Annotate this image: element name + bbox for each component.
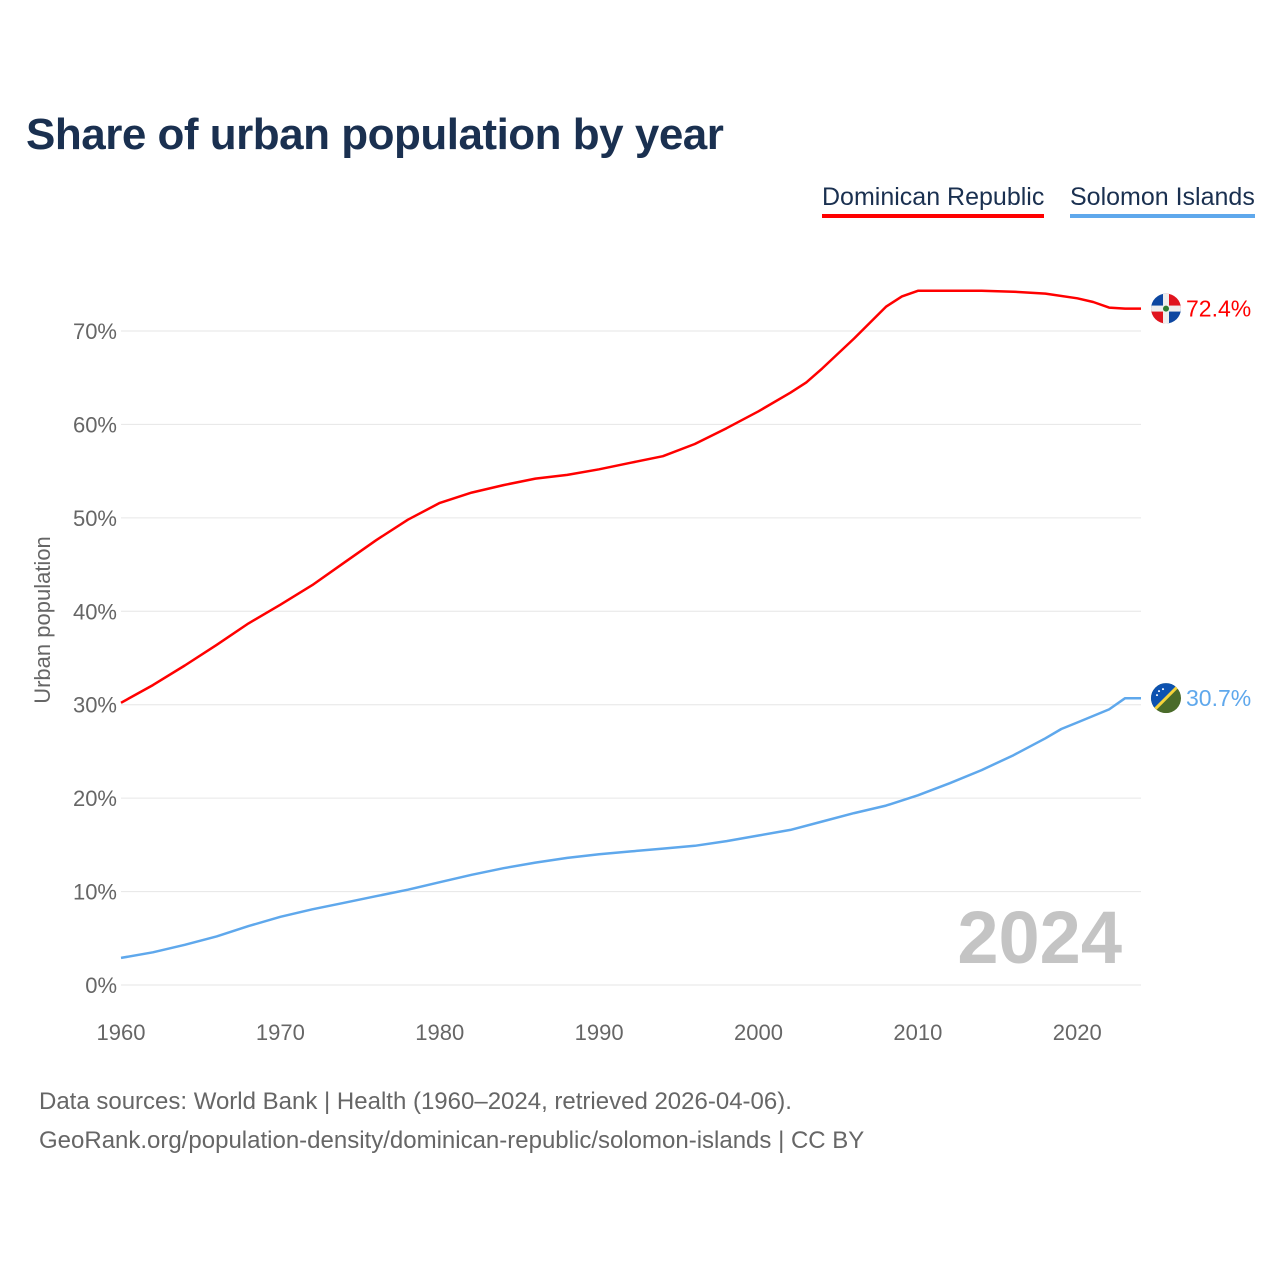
y-tick-label: 10% <box>73 880 117 905</box>
end-value-label: 72.4% <box>1186 296 1251 322</box>
y-tick-label: 30% <box>73 693 117 718</box>
y-tick-label: 50% <box>73 506 117 531</box>
x-tick-label: 1990 <box>575 1020 624 1045</box>
legend-dominican-republic[interactable]: Dominican Republic <box>822 183 1045 218</box>
footer-sources: Data sources: World Bank | Health (1960–… <box>39 1088 792 1115</box>
x-tick-label: 1970 <box>256 1020 305 1045</box>
y-tick-label: 40% <box>73 599 117 624</box>
y-tick-label: 70% <box>73 319 117 344</box>
end-value-label: 30.7% <box>1186 685 1251 711</box>
legend-solomon-islands[interactable]: Solomon Islands <box>1070 183 1255 218</box>
x-tick-label: 2010 <box>893 1020 942 1045</box>
footer-link[interactable]: GeoRank.org/population-density/dominican… <box>39 1127 865 1154</box>
x-tick-label: 2000 <box>734 1020 783 1045</box>
y-tick-label: 0% <box>85 973 117 998</box>
x-tick-label: 2020 <box>1053 1020 1102 1045</box>
series-line-dominican-republic <box>120 289 1141 704</box>
x-tick-label: 1980 <box>415 1020 464 1045</box>
series-line-solomon-islands <box>120 696 1141 960</box>
y-tick-label: 20% <box>73 786 117 811</box>
year-watermark: 2024 <box>957 896 1122 979</box>
solomon-islands-flag-icon <box>1151 683 1181 714</box>
y-axis-label: Urban population <box>30 536 55 704</box>
y-tick-label: 60% <box>73 412 117 437</box>
x-tick-label: 1960 <box>97 1020 146 1045</box>
dominican-republic-flag-icon <box>1151 293 1181 324</box>
chart-title: Share of urban population by year <box>26 110 724 159</box>
